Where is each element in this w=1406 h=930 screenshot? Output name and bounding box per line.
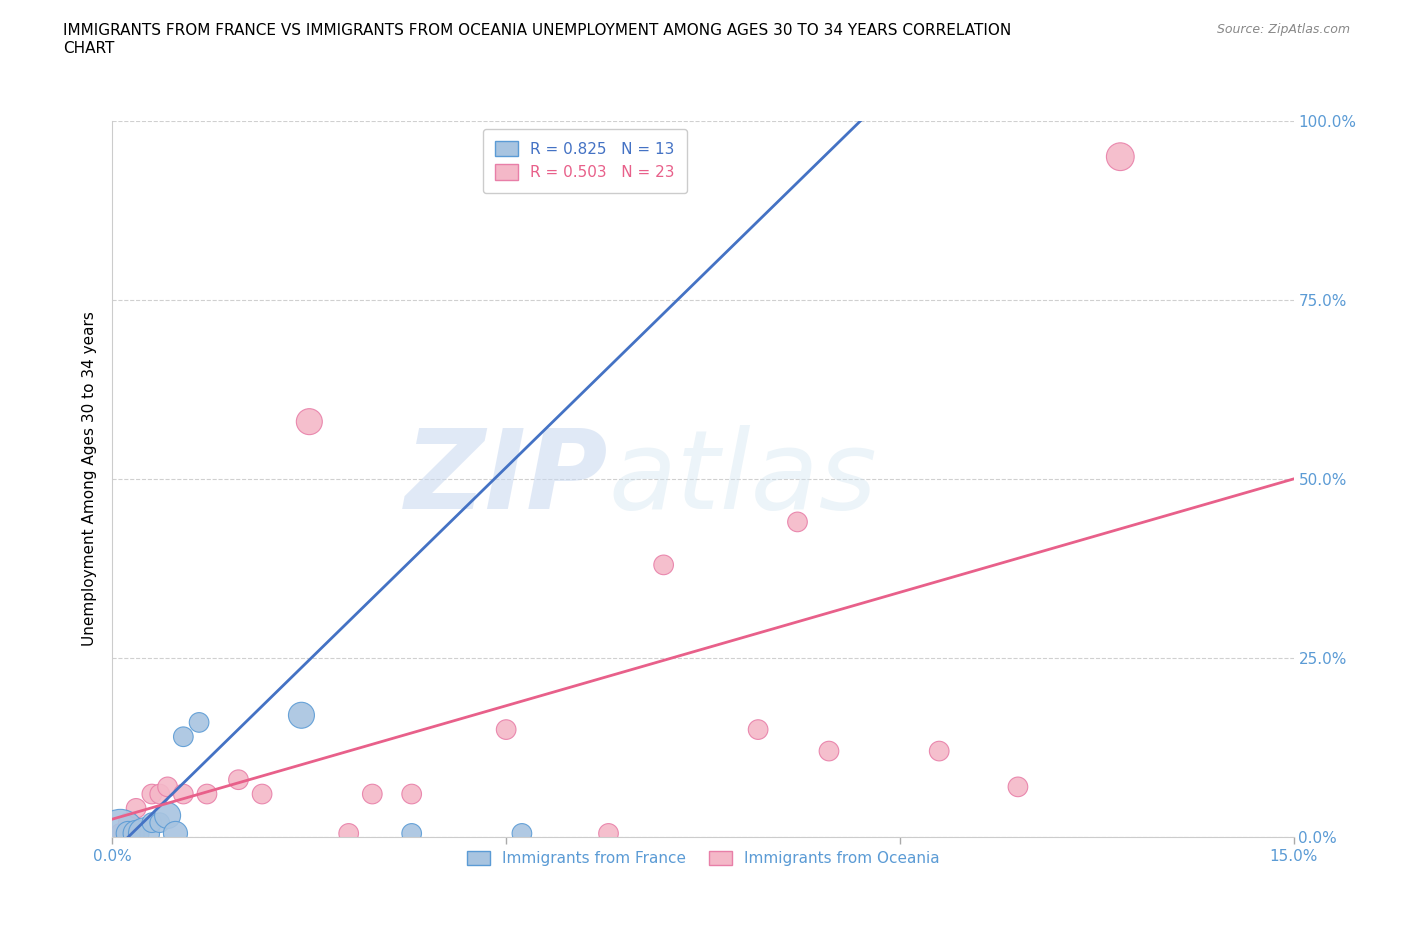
- Point: [652, 557, 675, 572]
- Point: [298, 414, 321, 429]
- Point: [401, 826, 423, 841]
- Point: [188, 715, 211, 730]
- Point: [149, 787, 172, 802]
- Point: [228, 772, 250, 787]
- Point: [928, 744, 950, 759]
- Point: [156, 808, 179, 823]
- Point: [110, 826, 132, 841]
- Point: [132, 826, 155, 841]
- Point: [110, 826, 132, 841]
- Point: [172, 787, 194, 802]
- Text: ZIP: ZIP: [405, 425, 609, 533]
- Point: [818, 744, 841, 759]
- Point: [337, 826, 360, 841]
- Point: [1007, 779, 1029, 794]
- Point: [195, 787, 218, 802]
- Point: [401, 787, 423, 802]
- Point: [747, 722, 769, 737]
- Text: Source: ZipAtlas.com: Source: ZipAtlas.com: [1216, 23, 1350, 36]
- Y-axis label: Unemployment Among Ages 30 to 34 years: Unemployment Among Ages 30 to 34 years: [82, 312, 97, 646]
- Point: [117, 816, 139, 830]
- Legend: Immigrants from France, Immigrants from Oceania: Immigrants from France, Immigrants from …: [461, 845, 945, 872]
- Text: atlas: atlas: [609, 425, 877, 533]
- Point: [598, 826, 620, 841]
- Point: [125, 826, 148, 841]
- Point: [141, 816, 163, 830]
- Point: [786, 514, 808, 529]
- Point: [495, 722, 517, 737]
- Point: [172, 729, 194, 744]
- Point: [361, 787, 384, 802]
- Point: [149, 816, 172, 830]
- Point: [125, 801, 148, 816]
- Point: [156, 779, 179, 794]
- Point: [117, 826, 139, 841]
- Point: [290, 708, 312, 723]
- Point: [510, 826, 533, 841]
- Point: [250, 787, 273, 802]
- Point: [1109, 150, 1132, 165]
- Point: [141, 787, 163, 802]
- Text: IMMIGRANTS FROM FRANCE VS IMMIGRANTS FROM OCEANIA UNEMPLOYMENT AMONG AGES 30 TO : IMMIGRANTS FROM FRANCE VS IMMIGRANTS FRO…: [63, 23, 1011, 56]
- Point: [165, 826, 187, 841]
